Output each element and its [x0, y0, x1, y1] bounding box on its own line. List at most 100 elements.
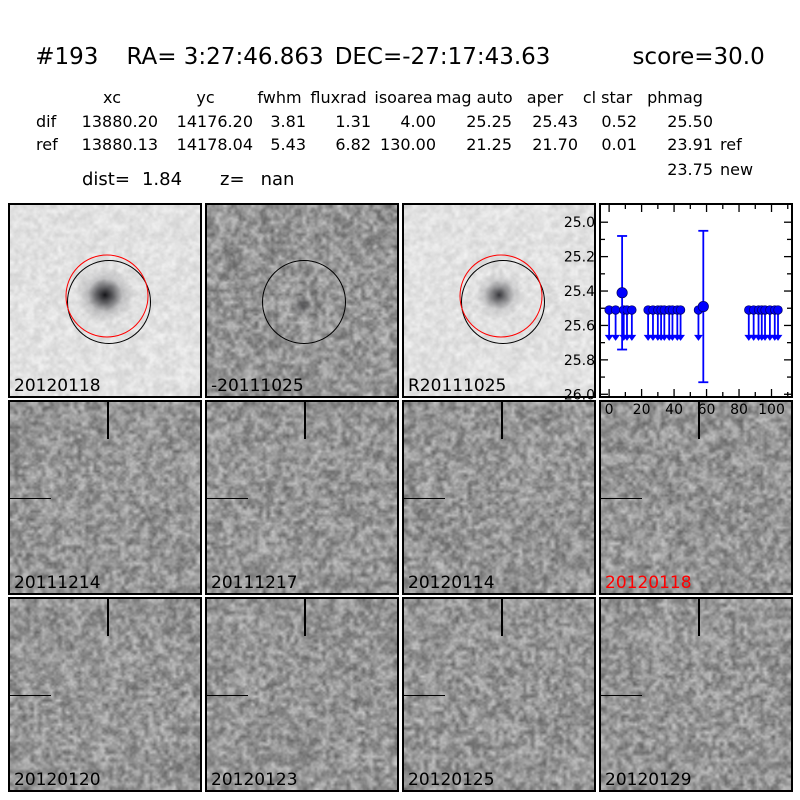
row-label: ref [36, 135, 58, 154]
svg-text:100: 100 [758, 402, 785, 418]
crosshair-horizontal [601, 497, 642, 500]
dif-mag-auto: 25.25 [466, 112, 512, 131]
aperture-circle-red [459, 254, 543, 338]
stamp-date-label: 20120118 [605, 573, 692, 593]
ref-cl-star: 0.01 [601, 135, 637, 154]
col-fwhm: fwhm [257, 88, 302, 107]
stamp-date-label: R20111025 [408, 376, 507, 396]
svg-text:25.4: 25.4 [564, 284, 595, 300]
svg-text:25.6: 25.6 [564, 318, 595, 334]
dif-phmag: 25.50 [667, 112, 713, 131]
crosshair-vertical [500, 599, 503, 636]
stamp-diff-20120123[interactable]: 20120123 [205, 597, 399, 792]
stamp-date-label: 20120118 [14, 376, 101, 396]
svg-text:26.0: 26.0 [564, 387, 595, 403]
col-mag-auto: mag auto [436, 88, 513, 107]
ref-xc: 13880.13 [81, 135, 158, 154]
crosshair-vertical [697, 599, 700, 636]
crosshair-horizontal [10, 497, 51, 500]
dist-z-line: dist= 1.84 z= nan [82, 169, 294, 190]
dif-isoarea: 4.00 [400, 112, 436, 131]
crosshair-horizontal [404, 497, 445, 500]
stamp-date-label: 20120114 [408, 573, 495, 593]
stamp-diff-20120125[interactable]: 20120125 [402, 597, 596, 792]
aperture-circle-red [65, 254, 149, 338]
ref-fwhm: 5.43 [270, 135, 306, 154]
row-label: dif [36, 112, 57, 131]
stamp-date-label: 20111217 [211, 573, 298, 593]
svg-text:25.2: 25.2 [564, 250, 595, 266]
col-fluxrad: fluxrad [310, 88, 367, 107]
stamp-date-label: 20120120 [14, 770, 101, 790]
crosshair-horizontal [601, 694, 642, 697]
stamp-date-label: 20120129 [605, 770, 692, 790]
svg-text:60: 60 [698, 402, 716, 418]
svg-text:40: 40 [665, 402, 683, 418]
dec-value: DEC=-27:17:43.63 [334, 44, 551, 70]
stamp-subtraction-20111025[interactable]: -20111025 [205, 203, 399, 398]
col-cl-star: cl star [582, 88, 633, 107]
col-yc: yc [196, 88, 215, 107]
photometry-row-new-phmag: 23.75 new [0, 160, 753, 179]
stamp-diff-20120118-current[interactable]: 20120118 [599, 400, 793, 595]
stamp-date-label: 20120123 [211, 770, 298, 790]
stamp-diff-20111217[interactable]: 20111217 [205, 400, 399, 595]
crosshair-vertical [106, 599, 109, 636]
aperture-circle-black [261, 260, 346, 345]
lightcurve-plot: 0 20 40 60 80 100 25.0 25.2 25.4 25.6 25.8 26.0 [564, 205, 791, 418]
page-title: #193 RA= 3:27:46.863 DEC=-27:17:43.63 sc… [0, 44, 800, 70]
stamp-ref-20111025[interactable]: R20111025 [402, 203, 596, 398]
new-phmag: 23.75 [667, 160, 713, 179]
stamp-diff-20120129[interactable]: 20120129 [599, 597, 793, 792]
photometry-row-dif: dif 13880.20 14176.20 3.81 1.31 4.00 25.… [0, 112, 713, 131]
dif-cl-star: 0.52 [601, 112, 637, 131]
stamp-date-label: 20111214 [14, 573, 101, 593]
dif-yc: 14176.20 [176, 112, 253, 131]
crosshair-horizontal [207, 497, 248, 500]
photometry-header-row: xc yc fwhm fluxrad isoarea mag auto aper… [0, 88, 713, 107]
stamp-new-20120118[interactable]: 20120118 [8, 203, 202, 398]
dif-fwhm: 3.81 [270, 112, 306, 131]
svg-text:20: 20 [633, 402, 651, 418]
new-suffix: new [720, 160, 754, 179]
dif-xc: 13880.20 [81, 112, 158, 131]
ref-mag-auto: 21.25 [466, 135, 512, 154]
col-xc: xc [103, 88, 121, 107]
stamp-diff-20111214[interactable]: 20111214 [8, 400, 202, 595]
ra-value: RA= 3:27:46.863 [126, 44, 324, 70]
dist-value: 1.84 [141, 169, 183, 190]
col-spacer [36, 88, 66, 107]
stamp-diff-20120114[interactable]: 20120114 [402, 400, 596, 595]
crosshair-vertical [106, 402, 109, 439]
ref-aper: 21.70 [532, 135, 578, 154]
ref-yc: 14178.04 [176, 135, 253, 154]
z-value: nan [260, 169, 295, 190]
col-isoarea: isoarea [374, 88, 433, 107]
ref-phmag: 23.91 [667, 135, 713, 154]
crosshair-vertical [303, 599, 306, 636]
dif-fluxrad: 1.31 [335, 112, 371, 131]
z-label: z= [220, 169, 245, 190]
crosshair-vertical [303, 402, 306, 439]
svg-text:0: 0 [605, 402, 614, 418]
crosshair-horizontal [404, 694, 445, 697]
stamp-diff-20120120[interactable]: 20120120 [8, 597, 202, 792]
crosshair-horizontal [207, 694, 248, 697]
dist-label: dist= [82, 169, 130, 190]
stamp-date-label: 20120125 [408, 770, 495, 790]
dif-aper: 25.43 [532, 112, 578, 131]
svg-text:25.0: 25.0 [564, 215, 595, 231]
ref-isoarea: 130.00 [380, 135, 436, 154]
svg-text:80: 80 [730, 402, 748, 418]
candidate-id: #193 [35, 44, 99, 70]
lightcurve-panel[interactable]: 0 20 40 60 80 100 25.0 25.2 25.4 25.6 25.8 26.0 [564, 203, 793, 418]
ref-fluxrad: 6.82 [335, 135, 371, 154]
crosshair-vertical [697, 402, 700, 439]
photometry-row-ref: ref 13880.13 14178.04 5.43 6.82 130.00 2… [0, 135, 742, 154]
crosshair-vertical [500, 402, 503, 439]
col-aper: aper [526, 88, 564, 107]
stamp-date-label: -20111025 [211, 376, 304, 396]
score-value: score=30.0 [632, 44, 765, 70]
col-phmag: phmag [647, 88, 703, 107]
